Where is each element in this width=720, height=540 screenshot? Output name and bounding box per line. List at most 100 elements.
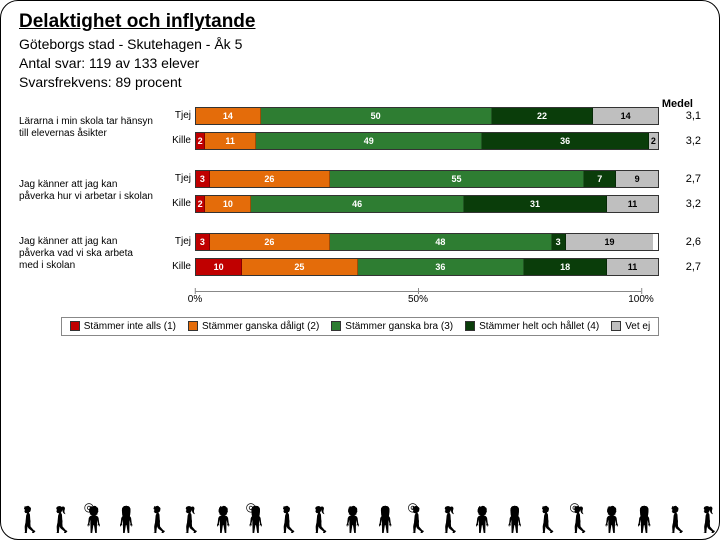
- bar-segment: 55: [330, 171, 584, 187]
- question-group: Jag känner att jag kan påverka hur vi ar…: [19, 165, 701, 218]
- bar-segment: 7: [584, 171, 616, 187]
- row-label: Tjej: [159, 236, 195, 247]
- bar-row: Tjej145022143,1: [159, 105, 701, 127]
- medel-header: Medel: [662, 98, 693, 110]
- bar-segment: 10: [196, 259, 242, 275]
- page-frame: Delaktighet och inflytande Göteborgs sta…: [0, 0, 720, 540]
- silhouette-icon: 🧍: [466, 507, 498, 533]
- bar-segment: 2: [196, 196, 205, 212]
- bar-segment: 36: [482, 133, 648, 149]
- page-title: Delaktighet och inflytande: [19, 11, 701, 33]
- subtitle-1: Göteborgs stad - Skutehagen - Åk 5: [19, 35, 701, 54]
- question-group: Lärarna i min skola tar hänsyn till elev…: [19, 102, 701, 155]
- tick-0: 0%: [188, 294, 202, 305]
- bar-segment: 3: [552, 234, 566, 250]
- legend-label: Stämmer ganska dåligt (2): [202, 321, 319, 332]
- silhouette-icon: 🚶‍♀️: [304, 507, 336, 533]
- bar-row: Tjej326483192,6: [159, 231, 701, 253]
- bar-segment: 9: [616, 171, 658, 187]
- legend-label: Vet ej: [625, 321, 650, 332]
- question-label: Jag känner att jag kan påverka hur vi ar…: [19, 179, 159, 203]
- bar-segment: 18: [524, 259, 607, 275]
- row-label: Tjej: [159, 110, 195, 121]
- silhouette-icon: 🚶: [402, 507, 434, 533]
- medel-value: 2,6: [659, 236, 701, 248]
- legend-item: Stämmer helt och hållet (4): [465, 321, 599, 332]
- bars-column: Tjej145022143,1Kille211493623,2: [159, 102, 701, 155]
- bar-segment: 49: [256, 133, 482, 149]
- legend-swatch: [188, 321, 198, 331]
- silhouette-icon: 🧍: [596, 507, 628, 533]
- bar-segment: 10: [205, 196, 251, 212]
- bar-track: 210463111: [195, 195, 659, 213]
- medel-value: 2,7: [659, 261, 701, 273]
- bar-segment: 31: [464, 196, 607, 212]
- question-label: Jag känner att jag kan påverka vad vi sk…: [19, 236, 159, 272]
- legend-swatch: [465, 321, 475, 331]
- row-label: Kille: [159, 261, 195, 272]
- legend-swatch: [331, 321, 341, 331]
- bar-segment: 48: [330, 234, 552, 250]
- legend-swatch: [70, 321, 80, 331]
- silhouette-icon: 🚶: [272, 507, 304, 533]
- bar-segment: 19: [566, 234, 654, 250]
- silhouette-icon: 🚶: [531, 507, 563, 533]
- medel-value: 3,2: [659, 198, 701, 210]
- bar-segment: 2: [196, 133, 205, 149]
- row-label: Kille: [159, 198, 195, 209]
- questions-container: Lärarna i min skola tar hänsyn till elev…: [19, 102, 701, 281]
- medel-value: 2,7: [659, 173, 701, 185]
- bar-segment: 11: [607, 259, 658, 275]
- row-label: Tjej: [159, 173, 195, 184]
- silhouette-icon: 🚶‍♀️: [175, 507, 207, 533]
- legend-swatch: [611, 321, 621, 331]
- legend-item: Vet ej: [611, 321, 650, 332]
- silhouette-icon: 🚶‍♀️: [693, 507, 719, 533]
- bar-row: Kille10253618112,7: [159, 256, 701, 278]
- bars-column: Tjej32655792,7 Kille2104631113,2: [159, 165, 701, 218]
- bar-row: Kille2104631113,2: [159, 193, 701, 215]
- medel-value: 3,2: [659, 135, 701, 147]
- medel-value: 3,1: [659, 110, 701, 122]
- silhouette-icon: 🧍: [78, 507, 110, 533]
- bar-segment: 11: [205, 133, 256, 149]
- subtitle-3: Svarsfrekvens: 89 procent: [19, 73, 701, 92]
- silhouette-icon: 🧍‍♀️: [240, 507, 272, 533]
- legend-label: Stämmer helt och hållet (4): [479, 321, 599, 332]
- silhouette-icon: 🧍‍♀️: [369, 507, 401, 533]
- tick-50: 50%: [408, 294, 428, 305]
- silhouette-icon: 🧍‍♀️: [628, 507, 660, 533]
- bar-track: 3265579: [195, 170, 659, 188]
- bar-row: Kille211493623,2: [159, 130, 701, 152]
- bar-segment: 46: [251, 196, 464, 212]
- bar-track: 14502214: [195, 107, 659, 125]
- chart-area: Medel Lärarna i min skola tar hänsyn til…: [1, 96, 719, 336]
- bar-segment: 14: [196, 108, 261, 124]
- silhouette-icon: 🚶‍♀️: [45, 507, 77, 533]
- bar-segment: 14: [593, 108, 658, 124]
- footer-silhouettes: 🚶🚶‍♀️🧍🧍‍♀️🚶🚶‍♀️🧍🧍‍♀️🚶🚶‍♀️🧍🧍‍♀️🚶🚶‍♀️🧍🧍‍♀️…: [1, 491, 719, 533]
- silhouette-icon: 🚶: [661, 507, 693, 533]
- tick-100: 100%: [628, 294, 654, 305]
- silhouette-icon: 🧍: [337, 507, 369, 533]
- bar-segment: 11: [607, 196, 658, 212]
- x-axis: 0% 50% 100%: [195, 291, 641, 315]
- question-label: Lärarna i min skola tar hänsyn till elev…: [19, 116, 159, 140]
- row-label: Kille: [159, 135, 195, 146]
- silhouette-icon: 🚶: [13, 507, 45, 533]
- header: Delaktighet och inflytande Göteborgs sta…: [1, 1, 719, 96]
- silhouette-icon: 🚶‍♀️: [434, 507, 466, 533]
- bar-segment: 22: [492, 108, 594, 124]
- subtitle-2: Antal svar: 119 av 133 elever: [19, 54, 701, 73]
- bars-column: Tjej326483192,6Kille10253618112,7: [159, 228, 701, 281]
- bar-track: 1025361811: [195, 258, 659, 276]
- bar-segment: 2: [649, 133, 658, 149]
- silhouette-icon: 🧍‍♀️: [499, 507, 531, 533]
- bar-segment: 50: [261, 108, 492, 124]
- legend-label: Stämmer inte alls (1): [84, 321, 176, 332]
- silhouette-icon: 🧍: [207, 507, 239, 533]
- bar-row: Tjej32655792,7: [159, 168, 701, 190]
- legend-item: Stämmer ganska bra (3): [331, 321, 453, 332]
- legend-label: Stämmer ganska bra (3): [345, 321, 453, 332]
- legend-item: Stämmer ganska dåligt (2): [188, 321, 319, 332]
